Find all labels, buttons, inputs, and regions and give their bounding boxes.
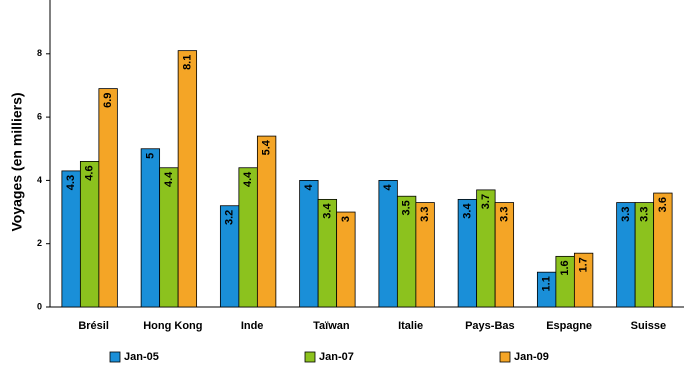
bar (61, 170, 81, 308)
x-tick-label: Suisse (631, 320, 666, 332)
value-label: 4.4 (242, 171, 254, 187)
legend-label: Jan-05 (124, 351, 159, 363)
bar (79, 161, 100, 308)
y-tick-label: 2 (37, 238, 42, 248)
y-axis-label: Voyages (en milliers) (9, 92, 25, 231)
x-tick-label: Taïwan (313, 320, 350, 332)
value-label: 3.4 (321, 203, 333, 219)
y-tick-label: 0 (37, 301, 42, 311)
x-tick-label: Brésil (78, 320, 109, 332)
bar (336, 211, 356, 308)
value-label: 3.2 (224, 210, 236, 225)
x-tick-label: Espagne (546, 320, 592, 332)
value-label: 3.6 (657, 197, 669, 212)
legend-label: Jan-07 (319, 351, 354, 363)
value-label: 3 (340, 216, 352, 222)
value-label: 8.1 (181, 55, 193, 70)
legend-swatch (109, 351, 121, 363)
value-label: 3.7 (480, 194, 492, 209)
value-label: 4 (303, 184, 315, 191)
y-tick-label: 6 (37, 111, 42, 121)
value-label: 3.3 (419, 207, 431, 222)
value-label: 3.3 (498, 207, 510, 222)
bar (140, 148, 161, 308)
bar (238, 167, 258, 308)
value-label: 1.6 (559, 260, 571, 275)
bar (378, 180, 398, 308)
value-label: 4.4 (163, 171, 175, 187)
x-tick-label: Italie (398, 320, 423, 332)
y-tick-label: 4 (37, 175, 42, 185)
value-label: 1.1 (541, 276, 553, 291)
legend-label: Jan-09 (514, 351, 549, 363)
bar (159, 167, 179, 308)
x-tick-label: Hong Kong (143, 320, 202, 332)
bar (415, 202, 435, 308)
value-label: 3.3 (638, 207, 650, 222)
legend-swatch (304, 351, 316, 363)
value-label: 3.5 (401, 200, 413, 215)
value-label: 3.4 (461, 203, 473, 219)
bar (653, 192, 673, 308)
bar (98, 88, 118, 308)
value-label: 5.4 (261, 139, 273, 155)
value-label: 5 (144, 153, 156, 159)
value-label: 4.6 (84, 165, 96, 180)
value-label: 4 (382, 184, 394, 191)
bar (256, 135, 277, 308)
x-tick-label: Pays-Bas (465, 320, 515, 332)
value-label: 4.3 (65, 175, 77, 190)
bar (299, 180, 319, 308)
value-label: 3.3 (620, 207, 632, 222)
value-label: 1.7 (578, 257, 590, 272)
bar (494, 202, 515, 308)
y-tick-label: 8 (37, 48, 42, 58)
value-label: 6.9 (102, 93, 114, 108)
x-tick-label: Inde (241, 320, 264, 332)
bar (573, 252, 594, 308)
bar (177, 50, 198, 308)
legend-swatch (499, 351, 511, 363)
